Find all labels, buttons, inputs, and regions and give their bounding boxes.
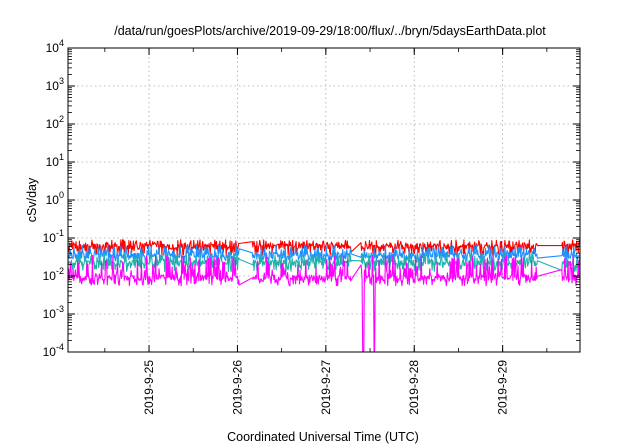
y-tick-label: 10-1 xyxy=(43,228,64,245)
series-line xyxy=(67,239,581,256)
y-tick-label: 100 xyxy=(46,190,64,207)
y-tick-label: 102 xyxy=(46,114,64,131)
y-tick-label: 103 xyxy=(46,76,64,93)
grid xyxy=(68,48,580,352)
x-tick-label: 2019-9-26 xyxy=(230,360,244,415)
chart-title: /data/run/goesPlots/archive/2019-09-29/1… xyxy=(114,24,546,38)
y-tick-label: 101 xyxy=(46,152,64,169)
y-tick-label: 10-3 xyxy=(43,304,64,321)
x-tick-label: 2019-9-25 xyxy=(142,360,156,415)
y-axis-ticks: 10-4 10-3 10-2 10-1 100 101 102 103 104 xyxy=(43,38,580,359)
x-axis-label: Coordinated Universal Time (UTC) xyxy=(227,430,419,444)
y-tick-label: 10-2 xyxy=(43,266,64,283)
y-tick-label: 104 xyxy=(46,38,64,55)
series-layer xyxy=(67,239,581,353)
series-line xyxy=(67,252,581,273)
series-line xyxy=(67,254,581,353)
y-axis-label: cSv/day xyxy=(25,177,39,222)
x-tick-label: 2019-9-27 xyxy=(319,360,333,415)
x-axis-ticks: 2019-9-25 2019-9-26 2019-9-27 2019-9-28 2019… xyxy=(104,48,548,415)
x-tick-label: 2019-9-29 xyxy=(496,360,510,415)
y-tick-label: 10-4 xyxy=(43,342,64,359)
x-tick-label: 2019-9-28 xyxy=(407,360,421,415)
